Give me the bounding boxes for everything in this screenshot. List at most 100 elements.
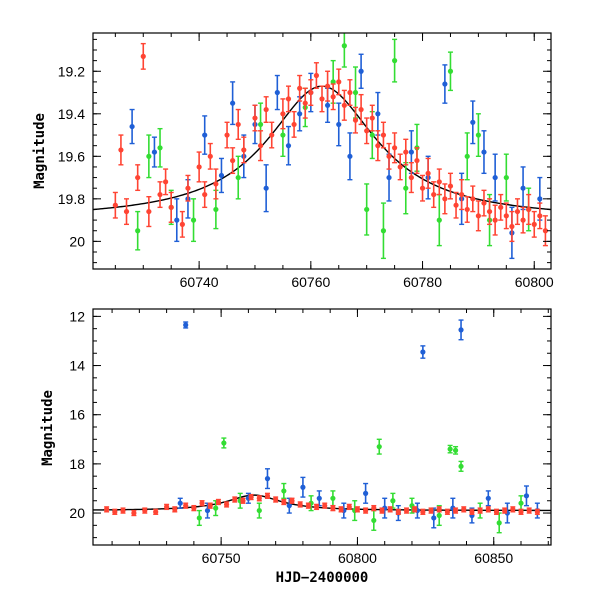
- data-point: [379, 507, 385, 514]
- data-point: [269, 132, 275, 138]
- data-point: [392, 145, 398, 151]
- data-point: [230, 100, 236, 106]
- data-point: [199, 500, 205, 506]
- bottom-series-2: [104, 492, 540, 517]
- data-point: [263, 185, 269, 191]
- data-point: [464, 153, 470, 159]
- data-point: [531, 221, 537, 227]
- data-point: [371, 505, 377, 511]
- data-point: [458, 463, 464, 469]
- x-tick-label: 60850: [474, 550, 513, 566]
- data-point: [305, 503, 311, 509]
- y-tick-label: 19.4: [58, 106, 85, 122]
- data-point: [475, 213, 481, 219]
- data-point: [346, 504, 352, 510]
- data-point: [442, 81, 448, 87]
- data-point: [168, 204, 174, 210]
- data-point: [302, 100, 308, 106]
- data-point: [470, 119, 476, 125]
- data-point: [358, 106, 364, 113]
- y-tick-label: 19.6: [58, 148, 85, 164]
- data-point: [408, 174, 414, 181]
- data-point: [363, 507, 369, 514]
- data-point: [352, 89, 359, 96]
- data-point: [403, 185, 409, 191]
- data-point: [123, 208, 130, 215]
- data-point: [289, 498, 295, 504]
- data-point: [461, 506, 467, 512]
- data-point: [204, 507, 211, 514]
- y-tick-label: 19.2: [58, 63, 85, 79]
- data-point: [395, 509, 401, 515]
- y-tick-label: 20: [69, 505, 85, 521]
- x-tick-label: 60760: [291, 274, 330, 290]
- data-point: [485, 495, 491, 501]
- data-point: [492, 174, 498, 181]
- x-tick-label: 60800: [338, 550, 377, 566]
- data-point: [285, 96, 292, 102]
- data-point: [196, 515, 202, 521]
- data-point: [313, 504, 320, 510]
- data-point: [459, 191, 465, 198]
- data-point: [163, 179, 169, 185]
- data-point: [452, 507, 459, 514]
- data-point: [425, 170, 431, 176]
- data-point: [153, 509, 159, 515]
- data-point: [503, 213, 509, 219]
- data-point: [534, 509, 540, 515]
- data-point: [280, 132, 286, 138]
- data-point: [420, 349, 426, 355]
- data-point: [420, 509, 426, 515]
- data-point: [428, 507, 434, 514]
- data-point: [218, 172, 225, 179]
- data-point: [297, 501, 303, 508]
- data-point: [157, 145, 163, 151]
- data-point: [386, 174, 392, 181]
- data-point: [447, 68, 454, 74]
- data-point: [518, 509, 524, 515]
- data-point: [120, 507, 126, 514]
- data-point: [364, 128, 370, 134]
- data-point: [285, 143, 292, 149]
- data-point: [481, 149, 487, 155]
- data-point: [371, 517, 377, 524]
- data-point: [503, 174, 509, 181]
- data-point: [419, 185, 426, 191]
- data-point: [537, 196, 543, 202]
- data-point: [207, 503, 213, 509]
- data-point: [341, 43, 347, 49]
- data-point: [202, 191, 208, 198]
- data-point: [257, 143, 264, 149]
- data-point: [240, 498, 246, 504]
- data-point: [431, 191, 437, 198]
- data-point: [172, 506, 178, 512]
- x-tick-label: 60780: [403, 274, 442, 290]
- data-point: [414, 157, 420, 164]
- data-point: [202, 132, 208, 138]
- data-point: [436, 217, 442, 223]
- data-point: [431, 515, 437, 521]
- x-tick-label: 60750: [202, 550, 241, 566]
- data-point: [190, 217, 197, 223]
- data-point: [118, 147, 124, 153]
- data-point: [518, 500, 524, 506]
- data-point: [403, 149, 409, 155]
- data-point: [338, 506, 344, 512]
- data-point: [213, 505, 219, 511]
- data-point: [526, 507, 532, 514]
- y-tick-label: 19.8: [58, 191, 85, 207]
- data-point: [436, 179, 442, 185]
- data-point: [263, 106, 269, 113]
- data-point: [458, 327, 464, 333]
- bottom-series-0: [177, 319, 540, 529]
- data-point: [509, 223, 515, 230]
- data-point: [213, 206, 219, 213]
- data-point: [330, 505, 336, 511]
- data-point: [336, 121, 342, 128]
- y-tick-label: 12: [69, 308, 85, 324]
- x-tick-label: 60800: [515, 274, 554, 290]
- data-point: [213, 181, 219, 187]
- data-point: [330, 94, 336, 100]
- data-point: [369, 115, 375, 121]
- top-panel-frame: [92, 32, 552, 270]
